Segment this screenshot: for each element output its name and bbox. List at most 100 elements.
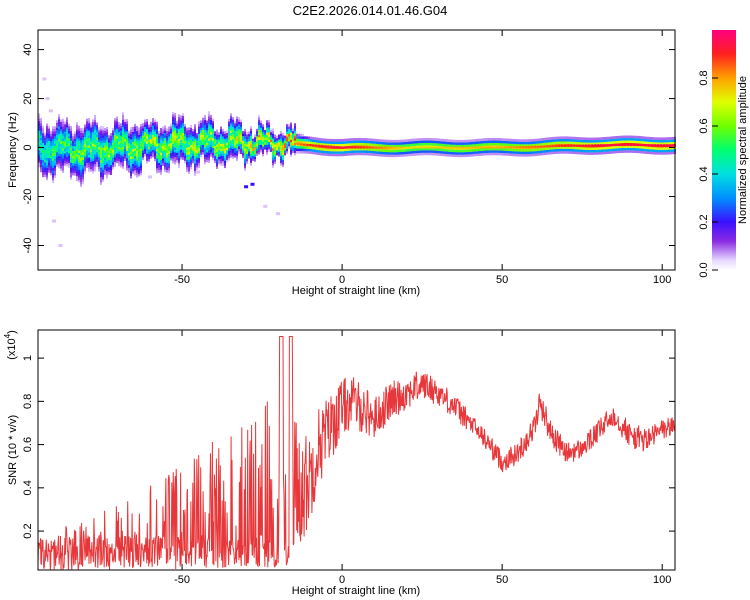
heatmap-cell xyxy=(40,128,42,131)
heatmap-cell xyxy=(166,165,168,168)
heatmap-cell xyxy=(220,160,222,164)
heatmap-cell xyxy=(660,149,662,153)
heatmap-cell xyxy=(186,147,188,150)
heatmap-cell xyxy=(206,159,208,163)
heatmap-cell xyxy=(262,139,264,142)
heatmap-cell xyxy=(596,137,598,141)
heatmap-cell xyxy=(540,138,542,141)
heatmap-cell xyxy=(210,144,212,147)
heatmap-cell xyxy=(184,136,186,139)
heatmap-cell xyxy=(186,127,188,131)
heatmap-cell xyxy=(622,135,624,139)
heatmap-cell xyxy=(460,154,462,158)
heatmap-cell xyxy=(194,124,196,127)
heatmap-cell xyxy=(58,133,60,137)
heatmap-cell xyxy=(104,128,106,131)
heatmap-cell xyxy=(322,153,324,156)
heatmap-cell xyxy=(412,138,414,142)
heatmap-cell xyxy=(40,155,42,158)
heatmap-cell xyxy=(94,166,96,169)
heatmap-cell xyxy=(342,143,344,147)
heatmap-cell xyxy=(132,139,134,142)
heatmap-cell xyxy=(196,164,198,168)
heatmap-cell xyxy=(546,147,548,150)
heatmap-cell xyxy=(66,146,68,150)
heatmap-cell xyxy=(66,127,68,130)
heatmap-cell xyxy=(142,145,144,148)
figure-title: C2E2.2026.014.01.46.G04 xyxy=(293,3,448,18)
heatmap-cell xyxy=(100,177,102,180)
heatmap-cell xyxy=(564,148,566,152)
heatmap-cell xyxy=(474,148,476,152)
heatmap-cell xyxy=(562,148,564,152)
heatmap-cell xyxy=(178,155,180,159)
heatmap-cell xyxy=(438,140,440,144)
heatmap-cell xyxy=(174,115,176,118)
heatmap-cell xyxy=(218,132,220,135)
heatmap-cell xyxy=(236,138,238,142)
heatmap-cell xyxy=(164,162,166,165)
heatmap-cell xyxy=(554,136,556,140)
heatmap-cell xyxy=(198,165,200,168)
heatmap-cell xyxy=(90,137,92,140)
heatmap-ridge-cell xyxy=(576,144,579,147)
heatmap-cell xyxy=(74,160,76,164)
heatmap-cell xyxy=(464,144,466,148)
heatmap-cell xyxy=(78,133,80,136)
heatmap-cell xyxy=(108,157,110,160)
heatmap-cell xyxy=(386,149,388,153)
heatmap-cell xyxy=(144,148,146,152)
heatmap-cell xyxy=(150,129,152,132)
heatmap-cell xyxy=(130,153,132,157)
heatmap-cell xyxy=(202,137,204,140)
heatmap-cell xyxy=(442,143,444,147)
heatmap-cell xyxy=(144,126,146,130)
heatmap-cell xyxy=(150,126,152,130)
heatmap-cell xyxy=(552,139,554,142)
heatmap-cell xyxy=(400,151,402,155)
heatmap-cell xyxy=(84,144,86,147)
heatmap-cell xyxy=(200,147,202,150)
heatmap-cell xyxy=(490,147,492,151)
heatmap-cell xyxy=(470,141,472,145)
heatmap-cell xyxy=(542,145,544,148)
heatmap-cell xyxy=(486,150,488,153)
snr-series-line xyxy=(37,336,676,571)
heatmap-cell xyxy=(374,146,376,149)
heatmap-cell xyxy=(92,143,94,147)
heatmap-cell xyxy=(114,142,116,145)
x-tick-label: 50 xyxy=(496,574,508,586)
heatmap-cell xyxy=(210,154,212,157)
heatmap-cell xyxy=(52,126,54,129)
heatmap-cell xyxy=(154,153,156,157)
heatmap-cell xyxy=(246,151,248,154)
heatmap-cell xyxy=(378,153,380,157)
heatmap-cell xyxy=(386,142,388,145)
heatmap-cell xyxy=(158,150,160,154)
heatmap-cell xyxy=(78,179,80,183)
heatmap-cell xyxy=(274,161,276,165)
heatmap-cell xyxy=(266,122,268,126)
heatmap-cell xyxy=(204,132,206,135)
heatmap-cell xyxy=(668,139,670,143)
heatmap-cell xyxy=(62,128,64,132)
heatmap-cell xyxy=(392,142,394,145)
heatmap-cell xyxy=(504,138,506,141)
heatmap-cell xyxy=(648,139,650,142)
heatmap-cell xyxy=(182,125,184,129)
heatmap-cell xyxy=(134,145,136,149)
heatmap-cell xyxy=(408,143,410,147)
heatmap-cell xyxy=(80,157,82,160)
heatmap-cell xyxy=(144,121,146,125)
heatmap-cell xyxy=(190,144,192,148)
heatmap-cell xyxy=(550,142,552,145)
heatmap-cell xyxy=(144,141,146,145)
heatmap-cell xyxy=(494,147,496,151)
heatmap-cell xyxy=(86,126,88,129)
heatmap-cell xyxy=(44,145,46,148)
heatmap-cell xyxy=(434,143,436,146)
heatmap-cell xyxy=(84,139,86,142)
heatmap-cell xyxy=(258,134,260,138)
heatmap-cell xyxy=(344,151,346,154)
heatmap-cell xyxy=(64,146,66,149)
